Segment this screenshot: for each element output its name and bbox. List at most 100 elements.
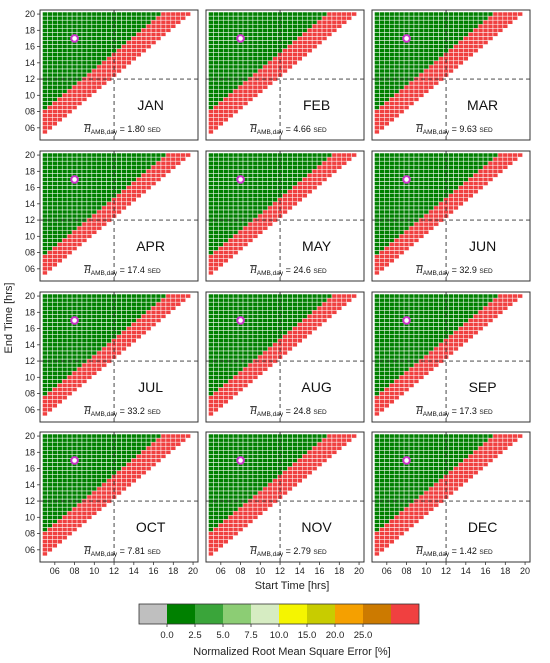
heatmap-cell xyxy=(374,181,380,186)
heatmap-cell xyxy=(408,52,415,57)
heatmap-cell xyxy=(227,64,234,70)
heatmap-cell xyxy=(218,478,224,484)
heatmap-cell xyxy=(57,152,63,158)
heatmap-cell xyxy=(306,173,313,178)
heatmap-cell xyxy=(106,342,112,348)
heatmap-cell xyxy=(423,293,430,299)
heatmap-cell xyxy=(57,177,63,182)
heatmap-cell xyxy=(472,32,479,37)
heatmap-cell xyxy=(57,539,63,544)
heatmap-cell xyxy=(428,305,434,311)
heatmap-cell xyxy=(438,164,444,170)
heatmap-cell xyxy=(389,246,395,251)
heatmap-cell xyxy=(145,164,152,170)
heatmap-cell xyxy=(57,15,63,21)
heatmap-cell xyxy=(96,84,102,90)
heatmap-cell xyxy=(389,80,395,86)
heatmap-cell xyxy=(267,160,273,166)
heatmap-cell xyxy=(96,346,102,352)
heatmap-cell xyxy=(218,64,224,70)
heatmap-cell xyxy=(96,454,102,459)
heatmap-cell xyxy=(57,395,63,400)
heatmap-cell xyxy=(292,185,298,190)
heatmap-cell xyxy=(213,52,219,57)
heatmap-cell xyxy=(389,209,395,215)
heatmap-cell xyxy=(47,314,53,319)
heatmap-cell xyxy=(126,52,132,57)
heatmap-cell xyxy=(91,342,98,348)
heatmap-cell xyxy=(297,164,303,170)
heatmap-cell xyxy=(379,403,385,409)
heatmap-cell xyxy=(477,177,484,182)
heatmap-cell xyxy=(398,11,405,17)
heatmap-cell xyxy=(91,330,98,335)
heatmap-cell xyxy=(218,19,224,25)
heatmap-cell xyxy=(91,370,98,376)
heatmap-cell xyxy=(47,84,53,90)
heatmap-cell xyxy=(91,490,98,496)
heatmap-cell xyxy=(468,293,474,299)
heatmap-cell xyxy=(91,297,98,303)
heatmap-cell xyxy=(237,156,244,162)
heatmap-cell xyxy=(131,15,137,21)
heatmap-cell xyxy=(106,44,112,49)
heatmap-cell xyxy=(316,36,323,41)
heatmap-cell xyxy=(267,185,273,190)
heatmap-cell xyxy=(208,334,214,339)
heatmap-cell xyxy=(91,506,98,512)
heatmap-cell xyxy=(287,181,293,186)
heatmap-cell xyxy=(418,23,425,29)
heatmap-cell xyxy=(418,297,425,303)
heatmap-cell xyxy=(242,338,249,344)
heatmap-cell xyxy=(170,301,177,307)
heatmap-cell xyxy=(302,322,308,327)
optimum-marker xyxy=(236,175,245,184)
heatmap-cell xyxy=(463,322,469,327)
optimum-marker xyxy=(236,34,245,43)
heatmap-cell xyxy=(42,258,48,263)
y-tick-label: 08 xyxy=(25,248,35,258)
heatmap-cell xyxy=(42,23,48,29)
heatmap-cell xyxy=(262,72,268,78)
heatmap-cell xyxy=(213,11,219,17)
heatmap-cell xyxy=(101,502,107,508)
heatmap-cell xyxy=(218,366,224,372)
heatmap-cell xyxy=(126,32,132,37)
heatmap-cell xyxy=(418,177,425,182)
heatmap-cell xyxy=(468,310,474,315)
heatmap-cell xyxy=(47,97,53,102)
heatmap-cell xyxy=(282,11,288,17)
heatmap-cell xyxy=(218,334,224,339)
heatmap-cell xyxy=(379,97,385,102)
heatmap-cell xyxy=(208,502,214,508)
heatmap-cell xyxy=(47,185,53,190)
heatmap-cell xyxy=(384,105,390,110)
heatmap-cell xyxy=(140,314,147,319)
heatmap-cell xyxy=(272,44,278,49)
heatmap-cell xyxy=(428,362,434,368)
heatmap-cell xyxy=(213,510,219,516)
heatmap-cell xyxy=(218,326,224,331)
heatmap-cell xyxy=(403,93,410,98)
heatmap-cell xyxy=(433,23,439,29)
heatmap-cell xyxy=(262,160,268,166)
heatmap-cell xyxy=(423,354,430,360)
heatmap-cell xyxy=(208,454,214,459)
heatmap-cell xyxy=(91,474,98,479)
heatmap-cell xyxy=(468,48,474,53)
heatmap-cell xyxy=(42,181,48,186)
heatmap-cell xyxy=(57,330,63,335)
heatmap-cell xyxy=(47,72,53,78)
heatmap-cell xyxy=(463,177,469,182)
heatmap-cell xyxy=(403,15,410,21)
heatmap-cell xyxy=(52,68,58,74)
heatmap-cell xyxy=(428,326,434,331)
heatmap-cell xyxy=(218,238,224,243)
heatmap-cell xyxy=(61,88,68,94)
heatmap-cell xyxy=(86,433,93,439)
daily-mean-annotation: HAMB,day = 24.6 SED xyxy=(249,265,327,277)
heatmap-cell xyxy=(389,93,395,98)
heatmap-cell xyxy=(384,362,390,368)
heatmap-cell xyxy=(389,36,395,41)
heatmap-cell xyxy=(463,11,469,17)
